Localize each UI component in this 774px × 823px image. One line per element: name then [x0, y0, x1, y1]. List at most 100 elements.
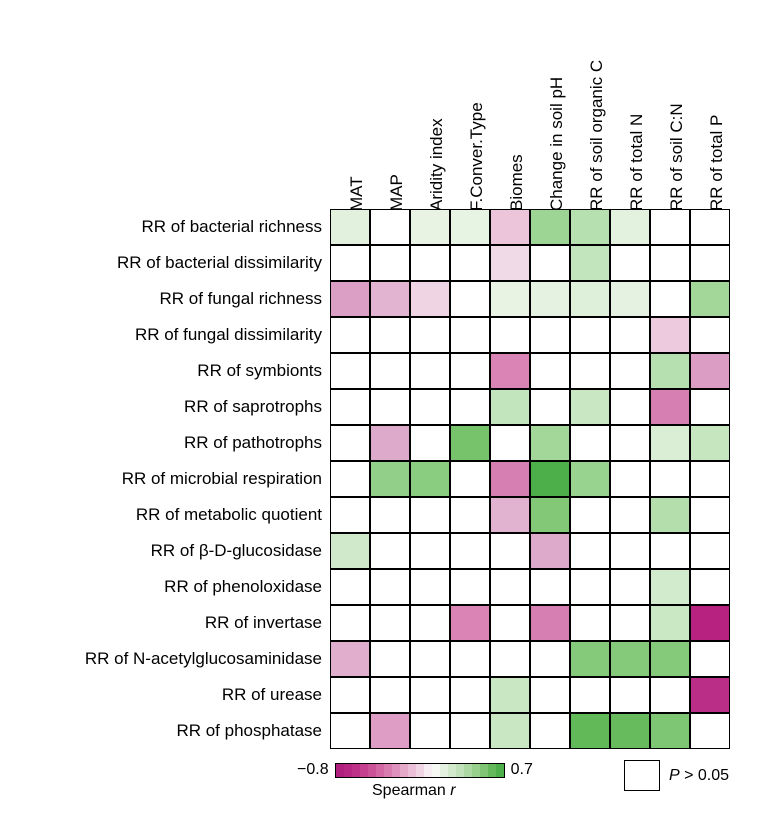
- heatmap-cell: [610, 353, 650, 389]
- heatmap-cell: [410, 497, 450, 533]
- heatmap-cell: [610, 497, 650, 533]
- colorbar-segment: [432, 764, 440, 777]
- row-label: RR of metabolic quotient: [136, 505, 322, 525]
- heatmap-cell: [690, 569, 730, 605]
- heatmap-cell: [450, 245, 490, 281]
- heatmap-cell: [450, 425, 490, 461]
- heatmap-cell: [530, 389, 570, 425]
- heatmap-cell: [370, 533, 410, 569]
- heatmap-cell: [530, 605, 570, 641]
- colorbar-segment: [392, 764, 400, 777]
- heatmap-cell: [330, 461, 370, 497]
- heatmap-cell: [530, 497, 570, 533]
- row-label: RR of N-acetylglucosaminidase: [85, 649, 322, 669]
- heatmap-cell: [610, 713, 650, 749]
- colorbar-segment: [488, 764, 496, 777]
- heatmap-cell: [610, 389, 650, 425]
- heatmap-cell: [450, 641, 490, 677]
- heatmap-cell: [370, 209, 410, 245]
- heatmap-cell: [330, 641, 370, 677]
- heatmap-grid: [330, 209, 730, 749]
- heatmap-cell: [570, 533, 610, 569]
- heatmap-cell: [570, 713, 610, 749]
- row-label: RR of saprotrophs: [184, 397, 322, 417]
- heatmap-cell: [330, 209, 370, 245]
- heatmap-cell: [330, 389, 370, 425]
- row-label: RR of fungal dissimilarity: [135, 325, 322, 345]
- heatmap-cell: [650, 245, 690, 281]
- heatmap-cell: [650, 317, 690, 353]
- column-label: RR of soil C:N: [667, 103, 687, 211]
- heatmap-cell: [690, 641, 730, 677]
- heatmap-cell: [690, 677, 730, 713]
- heatmap-cell: [330, 497, 370, 533]
- heatmap-cell: [570, 353, 610, 389]
- colorbar-segment: [400, 764, 408, 777]
- heatmap-cell: [690, 605, 730, 641]
- heatmap-cell: [530, 281, 570, 317]
- heatmap-cell: [690, 353, 730, 389]
- heatmap-cell: [690, 497, 730, 533]
- colorbar-segment: [344, 764, 352, 777]
- heatmap-cell: [650, 461, 690, 497]
- heatmap-cell: [370, 461, 410, 497]
- heatmap-cell: [410, 281, 450, 317]
- nonsig-box: [624, 760, 660, 791]
- row-label: RR of pathotrophs: [184, 433, 322, 453]
- heatmap-cell: [410, 209, 450, 245]
- heatmap-cell: [650, 281, 690, 317]
- heatmap-cell: [410, 389, 450, 425]
- heatmap-cell: [610, 677, 650, 713]
- heatmap-cell: [490, 497, 530, 533]
- heatmap-cell: [650, 209, 690, 245]
- heatmap-cell: [370, 281, 410, 317]
- heatmap-cell: [490, 569, 530, 605]
- heatmap-cell: [370, 569, 410, 605]
- heatmap-cell: [450, 533, 490, 569]
- heatmap-cell: [330, 677, 370, 713]
- heatmap-cell: [530, 209, 570, 245]
- heatmap-cell: [690, 281, 730, 317]
- heatmap-cell: [570, 425, 610, 461]
- heatmap-cell: [410, 569, 450, 605]
- colorbar-legend: −0.8 0.7: [297, 761, 533, 779]
- column-label: MAT: [347, 176, 367, 211]
- column-label: RR of total N: [627, 114, 647, 211]
- heatmap-cell: [610, 461, 650, 497]
- heatmap-cell: [450, 317, 490, 353]
- heatmap-cell: [330, 353, 370, 389]
- heatmap-cell: [610, 569, 650, 605]
- colorbar-segment: [496, 764, 504, 777]
- heatmap-cell: [610, 317, 650, 353]
- heatmap-cell: [450, 281, 490, 317]
- heatmap-cell: [490, 605, 530, 641]
- heatmap-cell: [490, 353, 530, 389]
- heatmap-cell: [370, 605, 410, 641]
- heatmap-cell: [610, 533, 650, 569]
- column-label: F.Conver.Type: [467, 102, 487, 211]
- heatmap-cell: [330, 569, 370, 605]
- heatmap-cell: [530, 353, 570, 389]
- heatmap-cell: [650, 425, 690, 461]
- heatmap-cell: [650, 533, 690, 569]
- heatmap-cell: [530, 713, 570, 749]
- heatmap-cell: [570, 245, 610, 281]
- column-label: MAP: [387, 174, 407, 211]
- colorbar-segment: [480, 764, 488, 777]
- heatmap-cell: [650, 605, 690, 641]
- row-label: RR of urease: [222, 685, 322, 705]
- heatmap-cell: [410, 641, 450, 677]
- heatmap-cell: [490, 209, 530, 245]
- colorbar-segment: [472, 764, 480, 777]
- colorbar-segment: [440, 764, 448, 777]
- heatmap-cell: [610, 245, 650, 281]
- heatmap-row: [330, 605, 730, 641]
- heatmap-cell: [570, 605, 610, 641]
- nonsig-label: P > 0.05: [669, 767, 729, 785]
- heatmap-cell: [370, 425, 410, 461]
- colorbar-label: Spearman r: [372, 782, 456, 800]
- column-label: Aridity index: [427, 118, 447, 211]
- heatmap-cell: [690, 209, 730, 245]
- heatmap-cell: [690, 317, 730, 353]
- heatmap-cell: [610, 425, 650, 461]
